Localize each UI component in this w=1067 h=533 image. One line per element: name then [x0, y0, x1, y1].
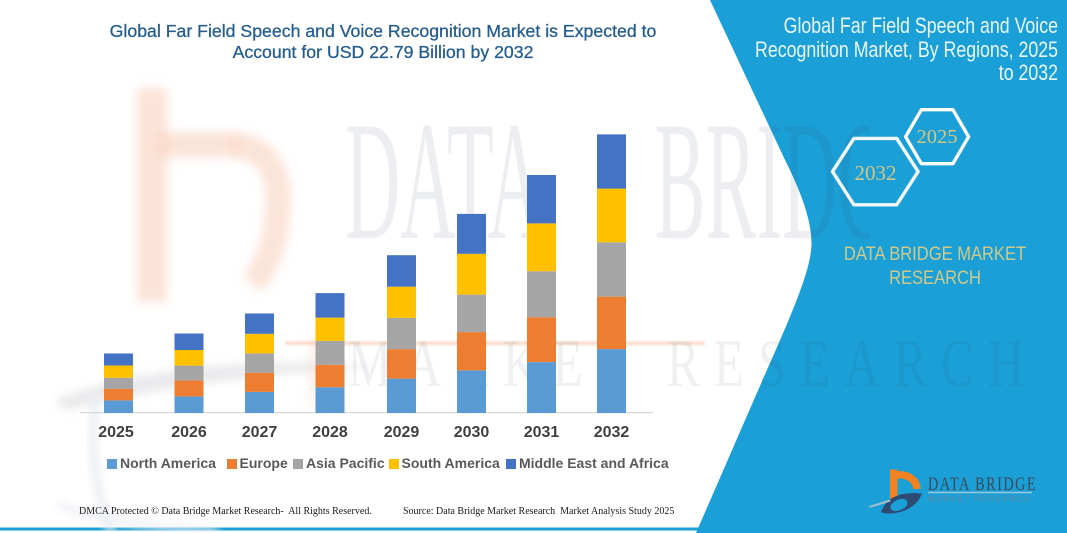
svg-text:MARKET RESEARCH: MARKET RESEARCH — [928, 495, 1031, 504]
svg-text:DATA BRIDGE: DATA BRIDGE — [928, 473, 1037, 494]
